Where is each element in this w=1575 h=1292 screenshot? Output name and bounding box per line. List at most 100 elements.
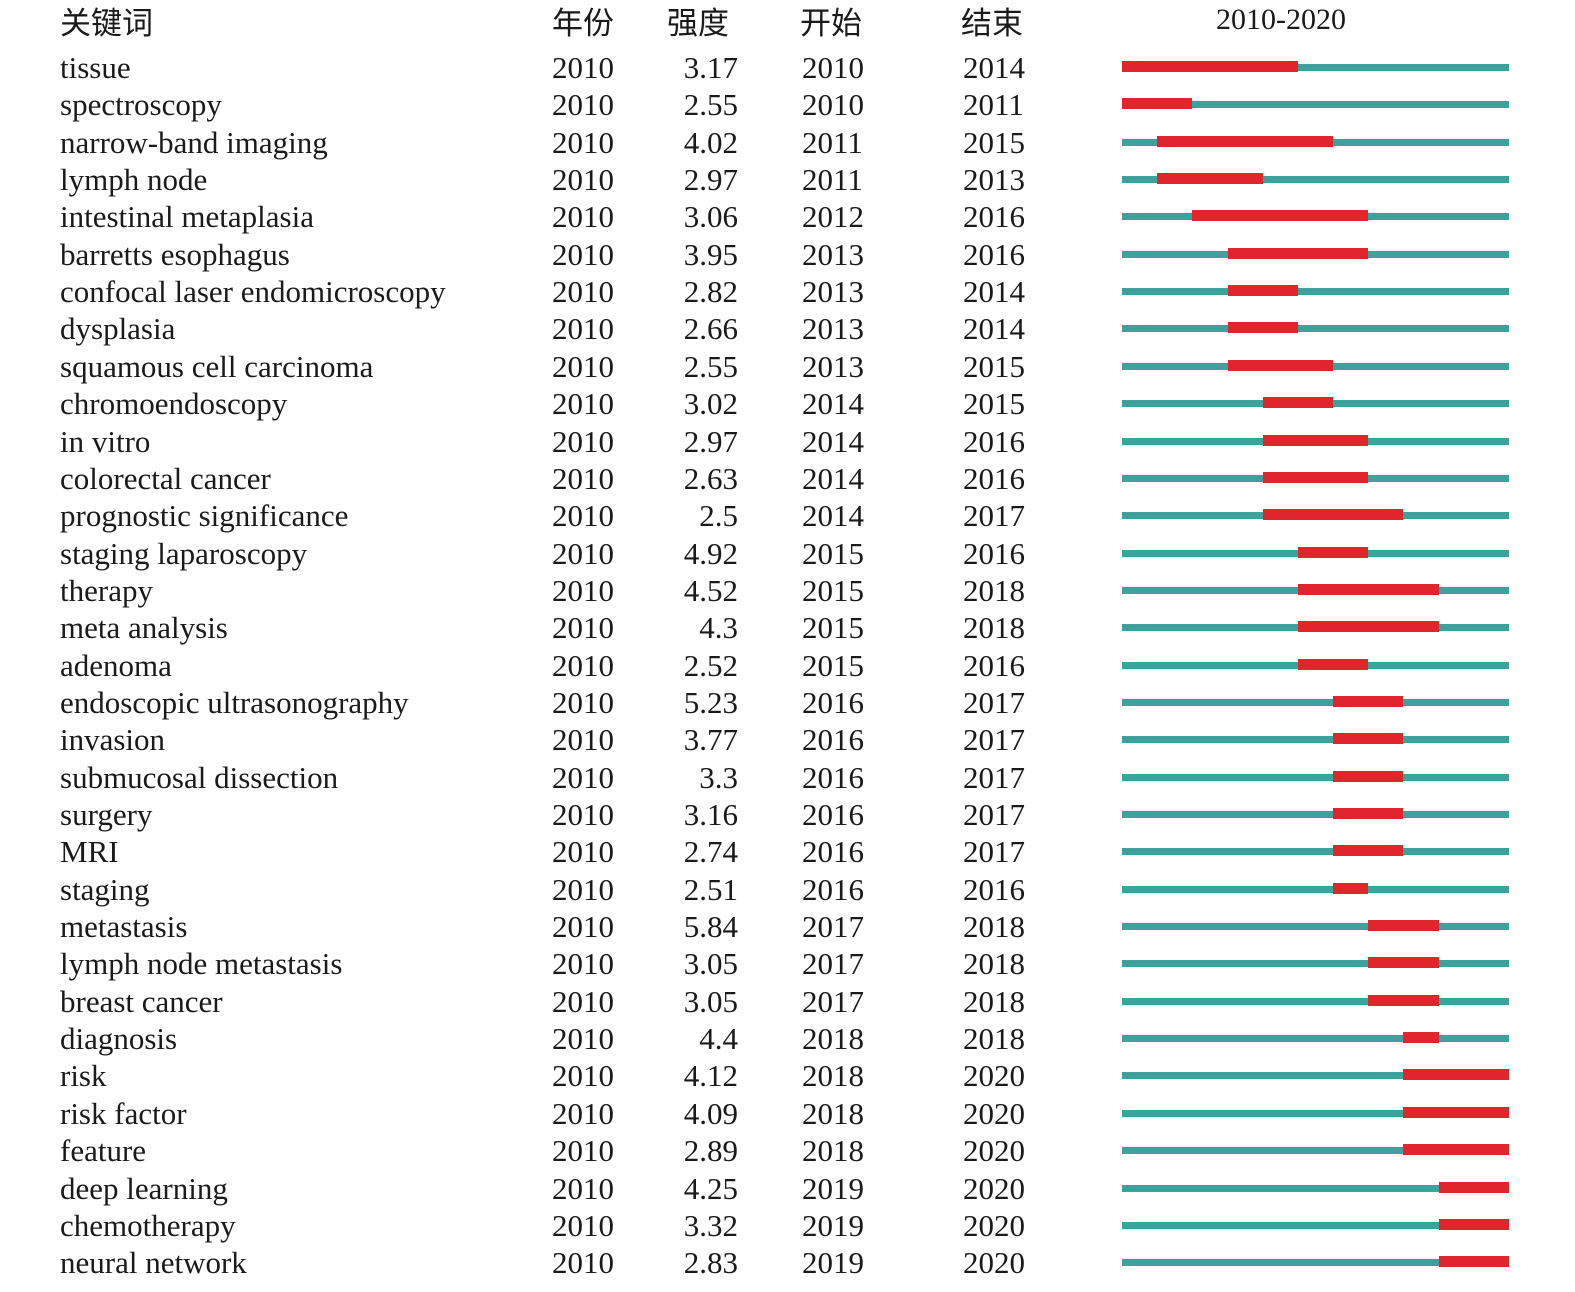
- end-cell: 2017: [963, 797, 1025, 832]
- timeline: [1122, 247, 1509, 259]
- begin-cell: 2018: [802, 1021, 864, 1057]
- table-row: colorectal cancer 2010 2.63 2014 2016: [0, 460, 1575, 497]
- timeline-track: [1122, 960, 1509, 968]
- end-cell: 2016: [963, 199, 1025, 235]
- keyword-cell: adenoma: [60, 647, 172, 683]
- timeline-track: [1122, 101, 1509, 109]
- timeline: [1122, 1144, 1509, 1156]
- burst-bar: [1438, 1218, 1509, 1230]
- strength-cell: 4.92: [683, 535, 738, 571]
- keyword-cell: dysplasia: [60, 311, 176, 347]
- strength-cell: 4.09: [683, 1095, 738, 1131]
- end-cell: 2018: [963, 572, 1025, 608]
- strength-cell: 2.66: [683, 311, 738, 347]
- year-cell: 2010: [552, 909, 614, 945]
- strength-cell: 2.55: [683, 87, 738, 123]
- begin-cell: 2010: [802, 87, 864, 123]
- burst-bar: [1333, 808, 1404, 819]
- header-end: 结束: [961, 6, 1023, 41]
- table-row: MRI 2010 2.74 2016 2017: [0, 833, 1575, 870]
- keyword-cell: risk: [60, 1058, 107, 1094]
- burst-bar: [1157, 135, 1334, 147]
- keyword-cell: invasion: [60, 722, 166, 758]
- table-row: neural network 2010 2.83 2019 2020: [0, 1244, 1575, 1281]
- year-cell: 2010: [552, 236, 614, 272]
- strength-cell: 3.32: [683, 1207, 738, 1243]
- burst-bar: [1297, 583, 1439, 595]
- table-row: narrow-band imaging 2010 4.02 2011 2015: [0, 124, 1575, 161]
- burst-bar: [1403, 1144, 1509, 1156]
- year-cell: 2010: [552, 124, 614, 160]
- begin-cell: 2013: [802, 348, 864, 384]
- end-cell: 2017: [963, 498, 1025, 534]
- table-row: feature 2010 2.89 2018 2020: [0, 1132, 1575, 1169]
- keyword-cell: lymph node metastasis: [60, 946, 343, 982]
- timeline-track: [1122, 997, 1509, 1005]
- table-row: barretts esophagus 2010 3.95 2013 2016: [0, 236, 1575, 273]
- keyword-cell: chromoendoscopy: [60, 386, 288, 422]
- begin-cell: 2014: [802, 386, 864, 422]
- timeline: [1122, 583, 1509, 595]
- begin-cell: 2010: [802, 50, 864, 85]
- timeline: [1122, 210, 1509, 222]
- timeline-track: [1122, 176, 1509, 184]
- begin-cell: 2013: [802, 236, 864, 272]
- begin-cell: 2016: [802, 759, 864, 795]
- strength-cell: 4.25: [683, 1170, 738, 1206]
- table-row: deep learning 2010 4.25 2019 2020: [0, 1170, 1575, 1207]
- begin-cell: 2011: [802, 124, 863, 160]
- keyword-cell: metastasis: [60, 909, 188, 945]
- keyword-cell: barretts esophagus: [60, 236, 290, 272]
- burst-bar: [1227, 285, 1298, 297]
- year-cell: 2010: [552, 535, 614, 571]
- timeline-track: [1122, 1109, 1509, 1117]
- header-range: 2010-2020: [1216, 3, 1346, 36]
- table-row: intestinal metaplasia 2010 3.06 2012 2016: [0, 198, 1575, 235]
- end-cell: 2020: [963, 1095, 1025, 1131]
- table-row: breast cancer 2010 3.05 2017 2018: [0, 983, 1575, 1020]
- timeline: [1122, 285, 1509, 297]
- table-row: spectroscopy 2010 2.55 2010 2011: [0, 86, 1575, 123]
- begin-cell: 2016: [802, 797, 864, 832]
- timeline-track: [1122, 1221, 1509, 1229]
- end-cell: 2018: [963, 610, 1025, 646]
- timeline: [1122, 733, 1509, 745]
- timeline: [1122, 695, 1509, 707]
- end-cell: 2020: [963, 1170, 1025, 1206]
- timeline: [1122, 135, 1509, 147]
- begin-cell: 2016: [802, 834, 864, 870]
- table-row: prognostic significance 2010 2.5 2014 2017: [0, 497, 1575, 534]
- strength-cell: 4.4: [699, 1021, 738, 1057]
- begin-cell: 2015: [802, 647, 864, 683]
- strength-cell: 5.23: [683, 684, 738, 720]
- header-keyword: 关键词: [60, 6, 153, 41]
- year-cell: 2010: [552, 871, 614, 907]
- timeline: [1122, 434, 1509, 446]
- timeline: [1122, 808, 1509, 819]
- strength-cell: 4.02: [683, 124, 738, 160]
- timeline: [1122, 621, 1509, 633]
- burst-bar: [1333, 882, 1369, 894]
- end-cell: 2018: [963, 946, 1025, 982]
- year-cell: 2010: [552, 759, 614, 795]
- burst-bar: [1333, 733, 1404, 745]
- burst-bar: [1122, 61, 1298, 72]
- burst-bar: [1403, 1106, 1509, 1118]
- burst-bar: [1438, 1256, 1509, 1268]
- strength-cell: 2.82: [683, 274, 738, 310]
- burst-bar: [1333, 770, 1404, 782]
- table-row: squamous cell carcinoma 2010 2.55 2013 2015: [0, 348, 1575, 385]
- timeline-track: [1122, 288, 1509, 296]
- table-row: staging laparoscopy 2010 4.92 2015 2016: [0, 535, 1575, 572]
- begin-cell: 2013: [802, 274, 864, 310]
- end-cell: 2018: [963, 909, 1025, 945]
- begin-cell: 2018: [802, 1095, 864, 1131]
- timeline-track: [1122, 1035, 1509, 1043]
- begin-cell: 2018: [802, 1133, 864, 1169]
- table-row: staging 2010 2.51 2016 2016: [0, 871, 1575, 908]
- timeline: [1122, 957, 1509, 969]
- table-row: diagnosis 2010 4.4 2018 2018: [0, 1020, 1575, 1057]
- timeline: [1122, 359, 1509, 371]
- table-row: invasion 2010 3.77 2016 2017: [0, 721, 1575, 758]
- end-cell: 2020: [963, 1058, 1025, 1094]
